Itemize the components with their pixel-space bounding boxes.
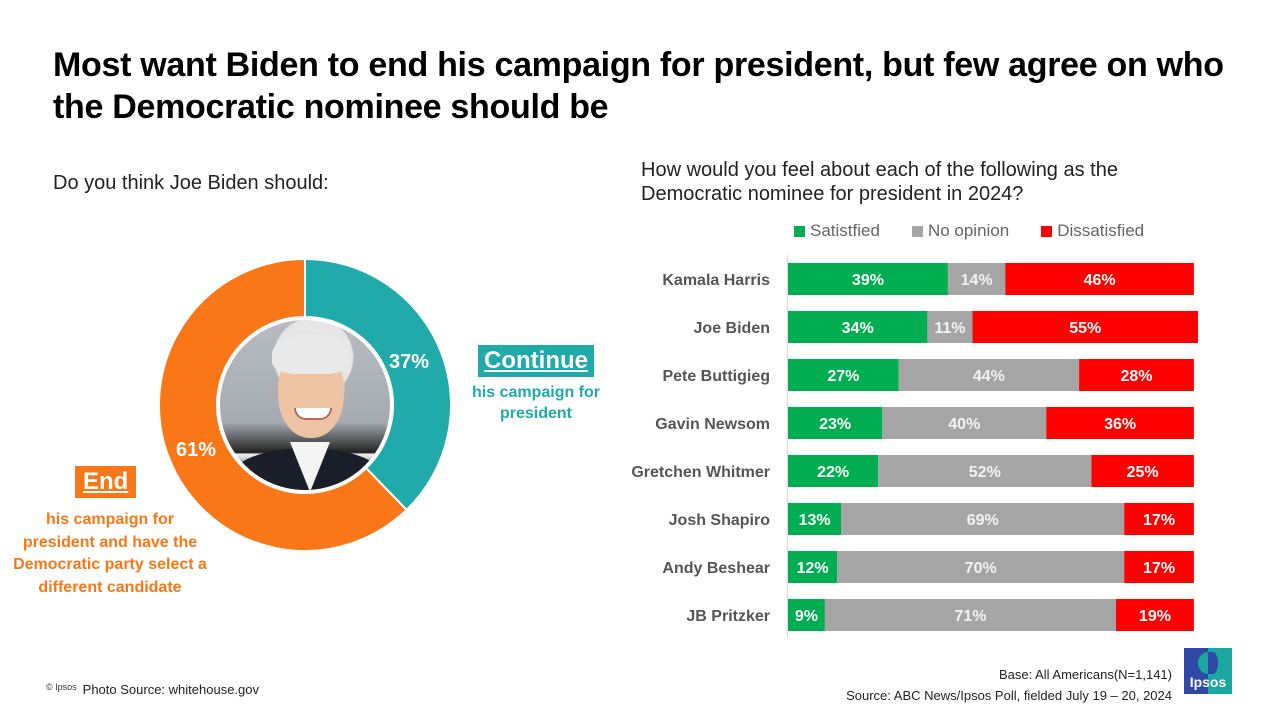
bar-segment-satisfied (788, 551, 838, 583)
end-tag: End (75, 466, 137, 498)
photo-hair (272, 334, 350, 374)
bar-segment-no-opinion (878, 455, 1092, 487)
bar-category-label: Andy Beshear (662, 560, 770, 577)
legend-swatch-no-opinion (911, 225, 923, 237)
bar-value-label-dissatisfied: 17% (1143, 560, 1175, 577)
donut-label-end: 61% (176, 439, 217, 461)
bar-segment-dissatisfied (1046, 407, 1194, 439)
photo-source: Photo Source: whitehouse.gov (82, 682, 259, 697)
bar-value-label-dissatisfied: 25% (1127, 464, 1159, 481)
bar-segment-dissatisfied (1005, 263, 1194, 295)
left-question: Do you think Joe Biden should: (53, 172, 329, 194)
bar-value-label-satisfied: 27% (827, 368, 859, 385)
bar-segment-dissatisfied (1091, 455, 1194, 487)
bar-value-label-satisfied: 39% (852, 272, 884, 289)
bar-value-label-satisfied: 22% (817, 464, 849, 481)
bar-value-label-satisfied: 13% (799, 512, 831, 529)
logo-text: Ipsos (1189, 674, 1227, 690)
bar-segment-satisfied (788, 455, 879, 487)
donut-slice-continue (304, 257, 452, 512)
bar-value-label-dissatisfied: 36% (1104, 416, 1136, 433)
biden-photo (218, 318, 392, 492)
bar-segment-dissatisfied (972, 311, 1198, 343)
bar-segment-no-opinion (882, 407, 1047, 439)
continue-description: his campaign for president (471, 384, 601, 422)
bar-value-label-no-opinion: 40% (948, 416, 980, 433)
legend-label-no-opinion: No opinion (927, 221, 1010, 240)
footer-left: © Ipsos Photo Source: whitehouse.gov (46, 682, 259, 697)
base-note: Base: All Americans(N=1,141) (998, 667, 1172, 682)
bar-segment-no-opinion (947, 263, 1006, 295)
bar-category-label: Kamala Harris (662, 272, 770, 289)
bar-value-label-no-opinion: 52% (969, 464, 1001, 481)
bar-value-label-dissatisfied: 46% (1084, 272, 1116, 289)
bar-segment-dissatisfied (1124, 551, 1194, 583)
bar-value-label-dissatisfied: 28% (1120, 368, 1152, 385)
bar-segment-no-opinion (837, 551, 1125, 583)
bar-segment-satisfied (788, 359, 899, 391)
bar-value-label-no-opinion: 71% (954, 608, 986, 625)
bar-category-label: Josh Shapiro (669, 512, 771, 529)
bar-segment-dissatisfied (1124, 503, 1194, 535)
bar-segment-satisfied (788, 263, 948, 295)
ipsos-logo: Ipsos (1184, 648, 1232, 694)
bar-value-label-satisfied: 23% (819, 416, 851, 433)
continue-tag: Continue (478, 345, 594, 377)
bar-value-label-dissatisfied: 19% (1139, 608, 1171, 625)
bar-category-label: JB Pritzker (686, 608, 770, 625)
legend-swatch-dissatisfied (1041, 225, 1053, 237)
bar-segment-dissatisfied (1079, 359, 1194, 391)
bar-value-label-satisfied: 34% (842, 320, 874, 337)
right-question: How would you feel about each of the fol… (641, 159, 1118, 205)
bar-segment-dissatisfied (1116, 599, 1194, 631)
source-note: Source: ABC News/Ipsos Poll, fielded Jul… (846, 688, 1172, 703)
bar-segment-satisfied (788, 407, 883, 439)
bar-value-label-no-opinion: 14% (961, 272, 993, 289)
bar-segment-no-opinion (841, 503, 1125, 535)
bar-segment-satisfied (788, 503, 842, 535)
end-description: his campaign for president and have the … (13, 511, 207, 596)
legend-label-satisfied: Satistfied (810, 221, 880, 240)
bar-segment-no-opinion (927, 311, 973, 343)
copyright: © Ipsos (46, 682, 77, 692)
legend-item-dissatisfied: Dissatisfied (1041, 221, 1144, 241)
bar-category-label: Gretchen Whitmer (631, 464, 770, 481)
bar-segment-satisfied (788, 599, 825, 631)
footer-right: Base: All Americans(N=1,141) Source: ABC… (846, 664, 1172, 706)
bar-value-label-satisfied: 9% (795, 608, 818, 625)
legend-label-dissatisfied: Dissatisfied (1057, 221, 1145, 240)
bar-category-label: Joe Biden (694, 320, 770, 337)
bar-value-label-no-opinion: 69% (967, 512, 999, 529)
legend-item-satisfied: Satistfied (794, 221, 880, 241)
bar-value-label-dissatisfied: 17% (1143, 512, 1175, 529)
bar-segment-no-opinion (898, 359, 1080, 391)
bar-category-label: Gavin Newsom (655, 416, 770, 433)
bar-value-label-no-opinion: 70% (965, 560, 997, 577)
bar-value-label-dissatisfied: 55% (1069, 320, 1101, 337)
bar-value-label-satisfied: 12% (797, 560, 829, 577)
legend-item-no-opinion: No opinion (911, 221, 1010, 241)
legend-swatch-satisfied (794, 225, 805, 237)
bar-value-label-no-opinion: 44% (973, 368, 1005, 385)
bar-category-label: Pete Buttigieg (662, 368, 770, 385)
bar-value-label-no-opinion: 11% (934, 320, 965, 337)
bar-segment-no-opinion (824, 599, 1116, 631)
page-title: Most want Biden to end his campaign for … (53, 46, 1224, 126)
bar-segment-satisfied (788, 311, 928, 343)
logo-head-shadow-icon (1208, 652, 1218, 674)
bar-legend: Satistfied No opinion Dissatisfied (794, 221, 1144, 241)
donut-label-continue: 37% (389, 351, 430, 373)
